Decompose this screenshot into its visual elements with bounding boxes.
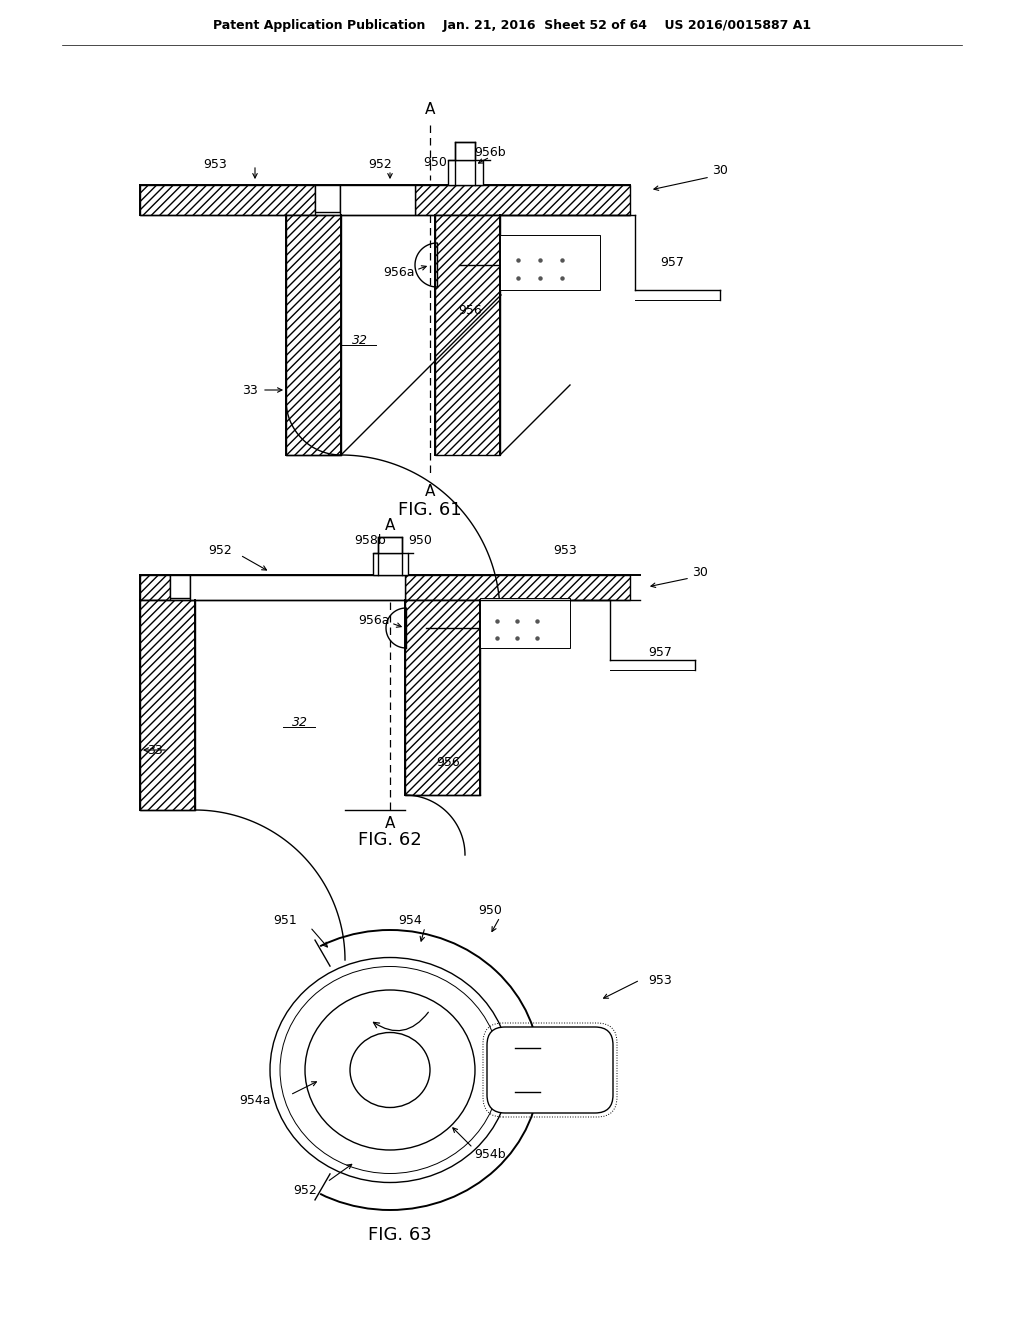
Text: 32: 32: [292, 715, 308, 729]
Text: 954: 954: [398, 913, 422, 927]
Bar: [190, 576, 406, 601]
Text: 950: 950: [408, 533, 432, 546]
Bar: [340, 185, 415, 215]
Ellipse shape: [280, 966, 500, 1173]
Ellipse shape: [305, 990, 475, 1150]
Text: A: A: [425, 484, 435, 499]
Bar: [415, 185, 630, 215]
Text: 954b: 954b: [474, 1148, 506, 1162]
Text: 957: 957: [660, 256, 684, 268]
Text: 952: 952: [208, 544, 231, 557]
Text: 953: 953: [203, 158, 227, 172]
Text: 956b: 956b: [474, 145, 506, 158]
Ellipse shape: [270, 957, 510, 1183]
Text: 952: 952: [368, 158, 392, 172]
Bar: [170, 576, 190, 598]
Text: FIG. 63: FIG. 63: [368, 1226, 432, 1243]
Bar: [480, 598, 570, 648]
Bar: [378, 537, 402, 553]
Text: 956: 956: [436, 755, 460, 768]
Text: 33: 33: [242, 384, 258, 396]
Bar: [315, 185, 340, 213]
Bar: [140, 185, 315, 215]
Text: 953: 953: [553, 544, 577, 557]
Text: 952: 952: [293, 1184, 316, 1196]
Bar: [140, 576, 170, 601]
Text: 30: 30: [692, 565, 708, 578]
Text: A: A: [385, 816, 395, 830]
Bar: [449, 160, 483, 185]
Text: 950: 950: [423, 156, 446, 169]
Bar: [406, 576, 630, 601]
Text: 951: 951: [273, 913, 297, 927]
Ellipse shape: [350, 1032, 430, 1107]
Text: 956: 956: [458, 304, 482, 317]
Bar: [435, 215, 500, 455]
Bar: [500, 235, 600, 290]
Text: 953: 953: [648, 974, 672, 986]
Wedge shape: [238, 939, 324, 1201]
Ellipse shape: [240, 931, 540, 1210]
Bar: [286, 215, 341, 455]
Text: 30: 30: [712, 164, 728, 177]
FancyBboxPatch shape: [487, 1027, 613, 1113]
Text: FIG. 61: FIG. 61: [398, 502, 462, 519]
Text: A: A: [425, 103, 435, 117]
Bar: [406, 601, 480, 795]
Bar: [455, 143, 475, 160]
Text: 956a: 956a: [358, 614, 390, 627]
Text: 957: 957: [648, 645, 672, 659]
Text: 958b: 958b: [354, 533, 386, 546]
Text: Patent Application Publication    Jan. 21, 2016  Sheet 52 of 64    US 2016/00158: Patent Application Publication Jan. 21, …: [213, 18, 811, 32]
Bar: [140, 601, 195, 810]
Text: 950: 950: [478, 903, 502, 916]
Bar: [373, 553, 408, 576]
Text: A: A: [385, 517, 395, 532]
Text: 33: 33: [147, 743, 163, 756]
Text: 954a: 954a: [240, 1093, 270, 1106]
Text: 32: 32: [352, 334, 368, 346]
Text: FIG. 62: FIG. 62: [358, 832, 422, 849]
Text: 956a: 956a: [384, 265, 415, 279]
